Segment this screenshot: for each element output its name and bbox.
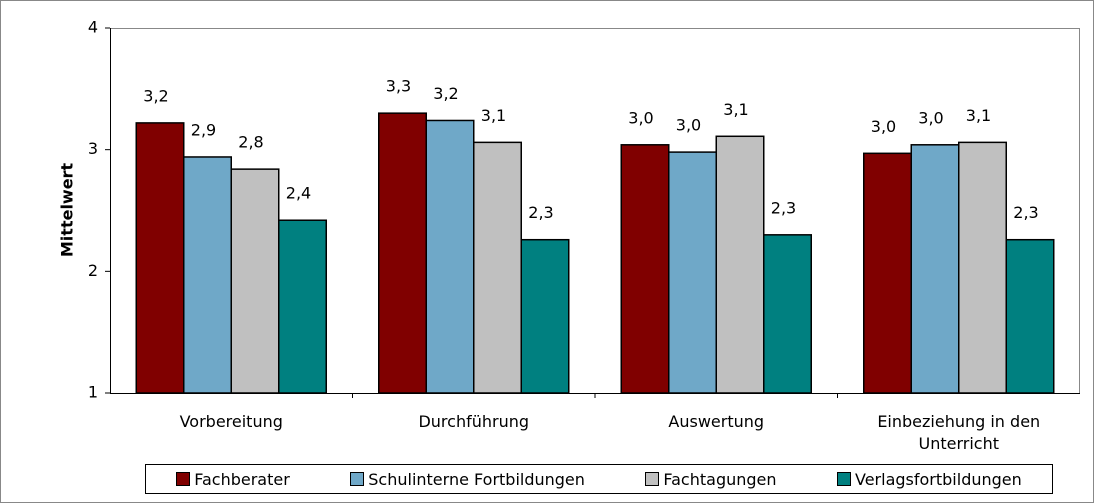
legend-item: Fachtagungen	[645, 469, 777, 489]
bar	[183, 156, 232, 394]
bar	[378, 112, 427, 394]
data-label: 3,1	[723, 100, 748, 119]
data-label: 3,1	[481, 106, 506, 125]
y-axis-label: Mittelwert	[58, 163, 77, 258]
legend-item: Fachberater	[176, 470, 290, 489]
legend-item: Schulinterne Fortbildungen	[350, 470, 585, 489]
bar	[715, 135, 765, 394]
bar	[620, 144, 670, 394]
x-tick-label: Durchführung	[418, 412, 530, 431]
bar	[1005, 238, 1055, 394]
data-label: 3,2	[143, 86, 168, 105]
data-label: 2,3	[528, 203, 553, 222]
data-label: 3,0	[871, 117, 896, 136]
data-label: 3,1	[966, 106, 991, 125]
legend-label: Fachtagungen	[663, 469, 777, 489]
legend-swatch	[350, 472, 365, 486]
data-label: 3,3	[386, 77, 411, 96]
bar	[863, 152, 912, 394]
bar	[763, 234, 812, 394]
data-label: 2,3	[771, 198, 796, 217]
y-tick-label: 3	[88, 139, 98, 158]
bar	[668, 151, 717, 394]
legend-swatch	[645, 472, 660, 486]
y-tick-label: 1	[88, 383, 98, 402]
data-label: 2,8	[238, 133, 263, 152]
data-label: 3,2	[433, 84, 458, 103]
bar	[473, 141, 522, 394]
bar	[425, 119, 475, 394]
legend-item: Verlagsfortbildungen	[837, 470, 1022, 489]
data-label: 3,0	[918, 108, 943, 127]
bar	[135, 122, 185, 394]
y-tick-label: 2	[88, 261, 98, 280]
data-label: 3,0	[628, 108, 653, 127]
legend-label: Schulinterne Fortbildungen	[368, 469, 585, 489]
legend-swatch	[837, 472, 851, 486]
data-label: 2,4	[286, 184, 311, 203]
legend-swatch	[176, 472, 191, 486]
data-label: 2,9	[191, 120, 216, 139]
bar	[910, 144, 960, 394]
x-tick-label: Auswertung	[668, 412, 765, 431]
data-label: 2,3	[1013, 203, 1038, 222]
bar	[230, 168, 280, 394]
x-tick-label: Einbeziehung in den Unterricht	[877, 412, 1041, 453]
bar	[958, 141, 1007, 394]
legend-label: Fachberater	[194, 469, 290, 489]
x-tick-label: Vorbereitung	[179, 412, 283, 431]
legend: Fachberater Schulinterne Fortbildungen Fac…	[145, 464, 1053, 494]
bar	[278, 219, 327, 394]
bar	[520, 238, 570, 394]
legend-label: Verlagsfortbildungen	[855, 469, 1022, 489]
data-label: 3,0	[676, 116, 701, 135]
y-tick-label: 4	[88, 18, 98, 37]
